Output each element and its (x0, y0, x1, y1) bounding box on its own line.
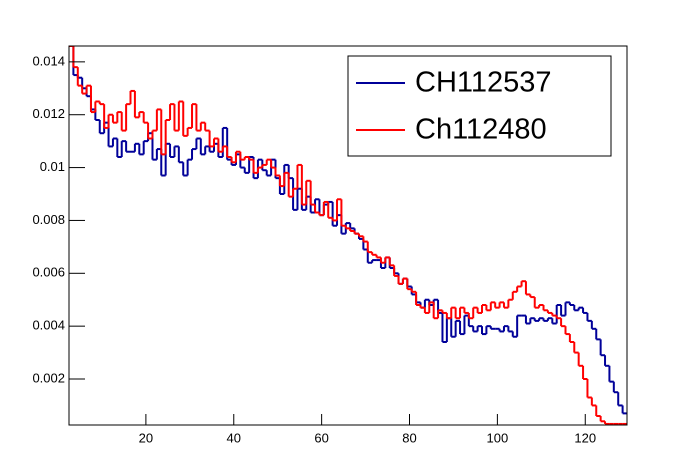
x-tick-label: 100 (487, 430, 509, 445)
legend: CH112537 Ch112480 (347, 55, 612, 157)
x-tick-label: 80 (402, 430, 416, 445)
x-tick-label: 40 (227, 430, 241, 445)
y-tick-label: 0.004 (32, 318, 65, 333)
y-tick-label: 0.006 (32, 265, 65, 280)
frame (68, 45, 628, 426)
legend-label: Ch112480 (415, 114, 547, 146)
y-tick-label: 0.012 (32, 106, 65, 121)
y-tick-label: 0.002 (32, 370, 65, 385)
plot-area (69, 46, 627, 425)
x-tick-label: 60 (314, 430, 328, 445)
legend-box (347, 55, 612, 157)
x-tick-label: 20 (139, 430, 153, 445)
y-tick-label: 0.008 (32, 212, 65, 227)
series (69, 46, 627, 425)
legend-label: CH112537 (415, 67, 552, 99)
y-tick-label: 0.01 (40, 159, 65, 174)
x-tick-label: 120 (574, 430, 596, 445)
y-tick-label: 0.014 (32, 53, 65, 68)
axes: 20 40 60 80 100 120 0.002 0.004 0.006 0.008 0.01 0.… (32, 53, 596, 445)
